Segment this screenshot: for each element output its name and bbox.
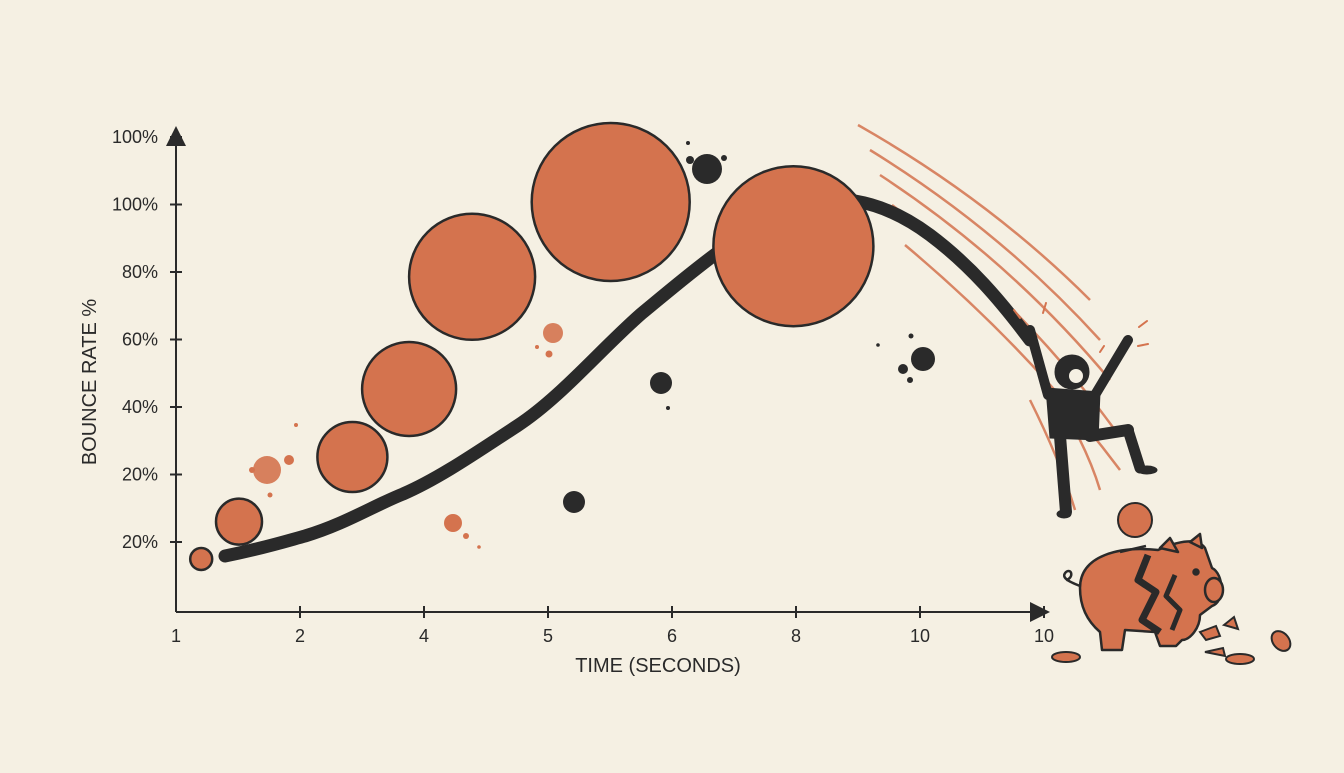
ink-splatters bbox=[249, 141, 935, 549]
coins bbox=[1051, 502, 1292, 665]
x-tick-label: 1 bbox=[171, 626, 181, 646]
speed-lines bbox=[857, 123, 1121, 511]
y-tick-label: 100% bbox=[112, 127, 158, 147]
y-tick-label: 40% bbox=[122, 397, 158, 417]
data-point bbox=[530, 121, 691, 283]
x-tick-label: 8 bbox=[791, 626, 801, 646]
data-point bbox=[407, 212, 537, 342]
y-axis-label: BOUNCE RATE % bbox=[79, 299, 101, 466]
data-points bbox=[188, 121, 875, 572]
y-tick-label: 80% bbox=[122, 262, 158, 282]
x-axis-label: TIME (SECONDS) bbox=[575, 655, 741, 677]
data-point bbox=[316, 420, 389, 494]
x-tick-label: 10 bbox=[910, 626, 930, 646]
falling-person-illustration bbox=[1013, 302, 1158, 519]
data-point bbox=[712, 164, 875, 328]
x-tick-label: 5 bbox=[543, 626, 553, 646]
y-tick-label: 20% bbox=[122, 465, 158, 485]
data-point bbox=[214, 497, 264, 546]
data-point bbox=[188, 546, 214, 572]
x-axis-ticks: 1 2 4 5 6 8 10 10 bbox=[171, 606, 1054, 646]
y-tick-label: 60% bbox=[122, 330, 158, 350]
y-axis-ticks: 20% 20% 40% 60% 80% 100% 100% bbox=[112, 127, 182, 552]
y-tick-label: 20% bbox=[122, 532, 158, 552]
x-tick-label: 10 bbox=[1034, 626, 1054, 646]
broken-piggy-bank-illustration bbox=[1063, 532, 1225, 652]
x-tick-label: 4 bbox=[419, 626, 429, 646]
data-point bbox=[360, 340, 458, 438]
y-tick-label: 100% bbox=[112, 195, 158, 215]
x-tick-label: 2 bbox=[295, 626, 305, 646]
trend-line bbox=[218, 192, 1037, 563]
x-tick-label: 6 bbox=[667, 626, 677, 646]
